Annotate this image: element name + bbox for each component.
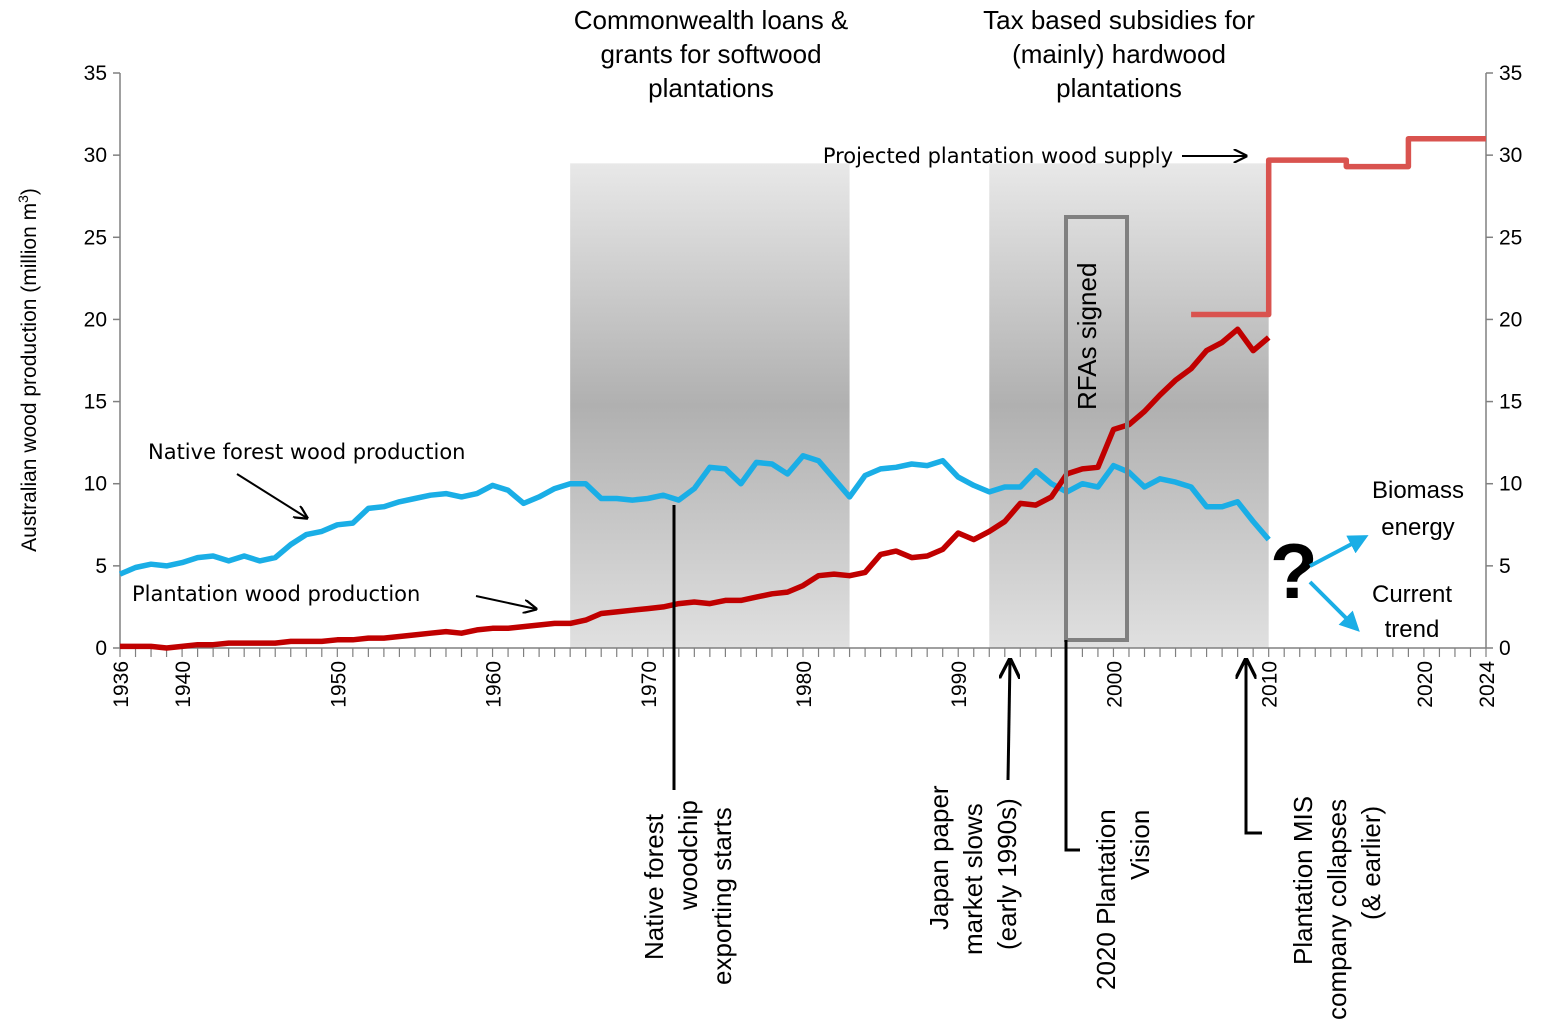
tax-line-1: Tax based subsidies for — [983, 5, 1255, 35]
y-tick-label-left-35: 35 — [84, 62, 107, 85]
rfas-box — [1064, 215, 1129, 642]
x-tick-label-1960: 1960 — [483, 661, 506, 708]
series-lines — [118, 135, 1486, 651]
tax-line-3: plantations — [1056, 73, 1182, 103]
question-mark: ? — [1270, 527, 1318, 615]
plantation-arrow — [475, 595, 536, 609]
x-tick-label-1940: 1940 — [172, 661, 195, 708]
y-tick-label-right-25: 25 — [1499, 226, 1522, 249]
y-tick-label-right-20: 20 — [1499, 308, 1522, 331]
native-arrow — [236, 473, 307, 518]
y-tick-label-right-30: 30 — [1499, 144, 1522, 167]
y-tick-label-right-0: 0 — [1499, 637, 1511, 660]
biomass-arrow — [1309, 535, 1369, 568]
y-axis-title-suffix: ) — [18, 188, 41, 195]
japan-line-2: market slows — [958, 803, 988, 955]
series-line-1 — [120, 326, 1271, 651]
x-tick-label-1936: 1936 — [110, 661, 133, 708]
y-tick-label-right-35: 35 — [1499, 62, 1522, 85]
japan-pointer — [1008, 660, 1010, 781]
current-line-2: trend — [1385, 616, 1440, 643]
y-tick-label-right-10: 10 — [1499, 473, 1522, 496]
vision-line-2: Vision — [1125, 810, 1155, 880]
woodchip-line-1: Native forest — [639, 813, 669, 960]
biomass-line-2: energy — [1381, 514, 1454, 541]
series-line-0 — [118, 453, 1271, 577]
y-axis-title-sup: 3 — [15, 195, 31, 203]
japan-line-3: (early 1990s) — [992, 798, 1022, 950]
current-line-1: Current — [1372, 581, 1452, 608]
vision-pointer — [1064, 640, 1080, 852]
x-tick-label-1950: 1950 — [327, 661, 350, 708]
x-tick-label-2024: 2024 — [1476, 661, 1499, 708]
x-tick-label-1980: 1980 — [793, 661, 816, 708]
x-tick-label-2010: 2010 — [1259, 661, 1282, 708]
mis-line-2: company collapses — [1322, 799, 1352, 1020]
x-tick-label-1970: 1970 — [638, 661, 661, 708]
mis-pointer — [1246, 660, 1262, 835]
y-tick-label-left-30: 30 — [84, 144, 107, 167]
y-tick-label-left-20: 20 — [84, 308, 107, 331]
vision-line-1: 2020 Plantation — [1091, 809, 1121, 990]
commonwealth-line-1: Commonwealth loans & — [574, 5, 849, 35]
y-tick-label-left-0: 0 — [95, 637, 107, 660]
biomass-line-1: Biomass — [1372, 477, 1464, 504]
shaded-period-0 — [570, 163, 850, 648]
y-tick-label-left-5: 5 — [95, 555, 107, 578]
projected-label: Projected plantation wood supply — [823, 144, 1173, 168]
y-tick-label-left-10: 10 — [84, 473, 107, 496]
commonwealth-line-2: grants for softwood — [600, 39, 821, 69]
japan-line-1: Japan paper — [924, 785, 954, 930]
series-line-2 — [1191, 135, 1486, 318]
y-tick-label-right-5: 5 — [1499, 555, 1511, 578]
mis-line-1: Plantation MIS — [1288, 796, 1318, 965]
y-axis-title-main: Australian wood production (million m — [18, 203, 41, 552]
commonwealth-line-3: plantations — [648, 73, 774, 103]
woodchip-line-2: woodchip — [673, 800, 703, 911]
y-tick-label-left-25: 25 — [84, 226, 107, 249]
mis-line-3: (& earlier) — [1356, 806, 1386, 920]
x-tick-label-2020: 2020 — [1414, 661, 1437, 708]
tax-line-2: (mainly) hardwood — [1012, 39, 1226, 69]
y-tick-label-left-15: 15 — [84, 391, 107, 414]
y-tick-label-right-15: 15 — [1499, 391, 1522, 414]
x-tick-label-1990: 1990 — [948, 661, 971, 708]
current-trend-arrow — [1308, 580, 1360, 632]
plantation-label: Plantation wood production — [132, 582, 420, 606]
rfas-label: RFAs signed — [1072, 263, 1102, 410]
woodchip-line-3: exporting starts — [707, 807, 737, 985]
y-axis-title: Australian wood production (million m3) — [15, 188, 41, 552]
x-tick-label-2000: 2000 — [1103, 661, 1126, 708]
native-label: Native forest wood production — [148, 440, 466, 464]
